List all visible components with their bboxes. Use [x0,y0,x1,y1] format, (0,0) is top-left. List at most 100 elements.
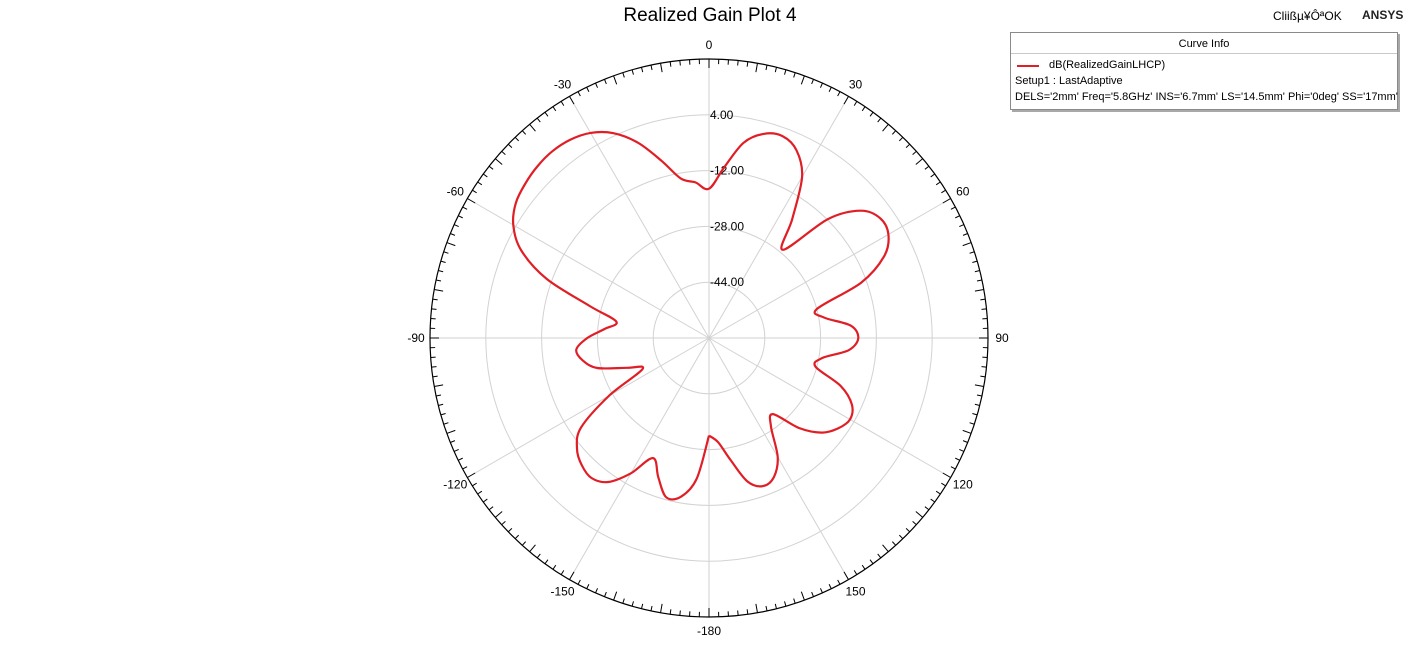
angle-tick-label: -90 [407,331,425,345]
angle-tick-label: -180 [697,624,721,638]
angle-tick [501,520,506,526]
angle-tick [774,603,777,609]
angle-tick [974,384,984,387]
angle-tick [819,82,823,88]
radial-tick-label: -12.00 [710,164,744,178]
angle-tick-label: 120 [953,478,973,492]
angle-tick [861,564,866,570]
angle-tick [529,123,536,132]
angle-tick [438,403,444,406]
angle-tick [477,181,483,186]
angle-tick [669,61,672,67]
angle-tick [521,130,527,135]
angle-tick [462,466,468,470]
angle-tick [446,242,456,247]
curve-info-legend[interactable]: Curve Info dB(RealizedGainLHCP) Setup1 :… [1010,32,1398,110]
angle-tick [488,165,494,170]
angle-tick [746,609,749,615]
angle-tick [882,123,889,132]
angle-tick-label: 30 [849,77,863,91]
angle-tick [458,215,463,219]
angle-tick [604,591,607,597]
angle-tick [755,603,758,613]
angle-tick [544,111,549,117]
angle-tick [869,111,874,117]
angle-tick [981,366,987,368]
angle-tick [800,591,805,601]
angle-tick [930,498,936,503]
angle-tick [737,60,739,66]
angle-tick [861,106,866,112]
legend-entry[interactable]: dB(RealizedGainLHCP) [1011,57,1397,73]
angle-tick [560,570,565,575]
legend-params-line: DELS='2mm' Freq='5.8GHz' INS='6.7mm' LS=… [1015,91,1398,103]
angle-tick [974,403,980,406]
angle-tick [930,173,936,178]
angle-tick [765,605,768,612]
angle-tick [737,610,739,616]
angle-tick [935,181,941,186]
angle-tick [793,598,796,604]
angle-tick [453,448,459,452]
angle-tick [544,559,549,565]
angle-tick [569,571,575,580]
angle-tick [440,260,446,263]
angle-tick [924,506,930,511]
angle-tick [800,75,805,85]
angle-tick [586,87,590,92]
angle-tick [935,490,941,495]
angle-tick [962,440,968,443]
angle-tick [507,527,513,533]
angle-tick [784,69,787,75]
angle-tick [955,215,960,219]
angle-tick [440,413,446,416]
angle-tick [641,603,644,609]
angle-tick [552,564,557,570]
angle-tick [462,206,468,210]
angle-tick [560,101,565,106]
angle-tick [915,158,924,165]
angle-tick [432,375,438,378]
angle-tick [577,579,581,585]
angle-tick-label: -150 [550,585,574,599]
angle-tick [828,87,832,92]
polar-grid [429,58,989,618]
angle-tick [828,584,832,589]
angle-tick [976,394,983,397]
angle-tick [488,506,494,511]
angle-tick [569,96,575,105]
angle-tick [529,544,536,553]
angle-grid-line [569,337,710,580]
angle-tick [660,63,663,73]
angle-tick [912,150,917,156]
angle-tick [891,130,897,135]
angle-tick [941,189,946,194]
angle-tick [641,67,644,73]
curve-layer [511,130,890,501]
angle-tick [869,559,874,565]
angle-tick [472,189,477,194]
angle-tick [853,570,858,575]
radial-tick-label: -28.00 [710,219,744,233]
angle-tick [950,466,956,470]
angle-tick [679,60,681,66]
angle-tick [972,413,978,416]
angle-tick [853,101,858,106]
angle-ticks [430,59,988,617]
angle-tick [453,224,459,228]
radial-tick-label: -44.00 [710,275,744,289]
angle-tick-label: 150 [845,585,865,599]
angle-tick [435,394,442,397]
angle-tick [955,457,960,461]
angle-tick [669,609,672,615]
angle-tick [501,150,506,156]
angle-tick [622,598,625,604]
angle-tick-label: -60 [447,185,465,199]
angle-tick [536,117,541,123]
angle-tick [898,534,904,540]
angle-tick-label: 0 [706,38,713,52]
legend-setup-line: Setup1 : LastAdaptive [1015,75,1123,87]
angle-tick [765,64,768,71]
angle-tick [446,429,456,434]
